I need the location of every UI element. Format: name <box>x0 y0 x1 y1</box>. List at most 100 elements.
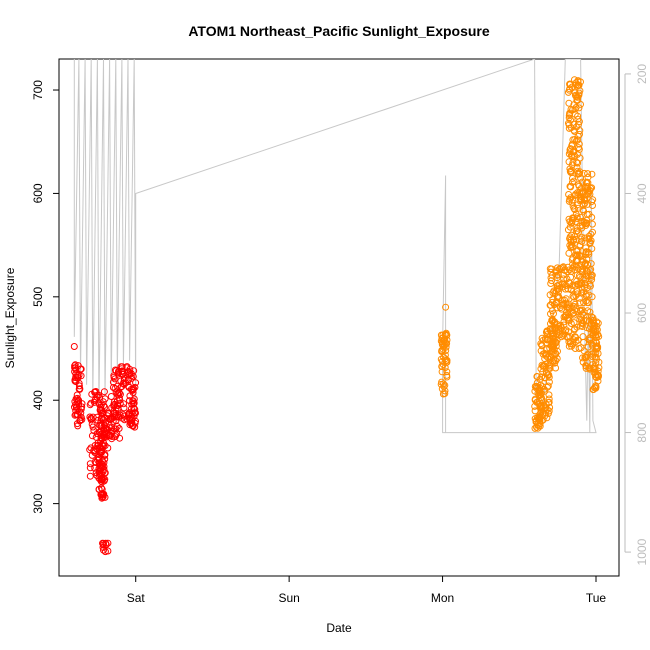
data-point <box>443 368 451 376</box>
data-point <box>132 379 140 387</box>
data-point <box>71 364 79 372</box>
data-point <box>569 158 577 166</box>
series-2 <box>437 76 603 432</box>
data-point <box>539 383 547 391</box>
y2-tick-label: 600 <box>635 303 649 323</box>
data-point <box>101 493 109 501</box>
data-point <box>587 260 595 268</box>
data-point <box>574 112 582 120</box>
data-point <box>531 383 539 390</box>
data-point <box>72 407 80 415</box>
data-point <box>558 333 565 341</box>
data-point <box>570 303 578 310</box>
data-point <box>592 371 600 379</box>
data-point <box>576 130 583 138</box>
data-point <box>548 277 556 285</box>
data-point <box>565 304 573 312</box>
data-point <box>127 370 135 378</box>
data-point <box>585 232 593 240</box>
data-point <box>588 245 596 253</box>
data-point <box>96 406 104 414</box>
data-point <box>100 490 108 498</box>
data-point <box>100 541 107 549</box>
data-point <box>97 449 105 457</box>
data-point <box>569 292 577 300</box>
data-point <box>567 285 575 293</box>
data-point <box>578 320 586 328</box>
data-point <box>538 373 546 381</box>
data-point <box>131 423 139 431</box>
data-point <box>542 409 550 417</box>
data-point <box>98 441 106 449</box>
data-point <box>547 268 555 276</box>
data-point <box>584 190 592 198</box>
data-point <box>571 333 579 341</box>
data-point <box>585 299 592 307</box>
data-point <box>437 380 445 388</box>
data-point <box>577 196 585 204</box>
data-point <box>104 539 112 547</box>
y-tick-label: 400 <box>31 390 45 410</box>
data-point <box>581 284 588 291</box>
data-point <box>438 368 446 376</box>
data-point <box>92 395 100 403</box>
data-point <box>566 85 574 93</box>
data-point <box>582 362 590 370</box>
data-point <box>586 280 594 288</box>
data-point <box>78 400 86 408</box>
data-point <box>590 339 597 347</box>
data-point <box>570 311 578 319</box>
data-point <box>545 399 552 406</box>
data-point <box>573 252 581 260</box>
data-point <box>566 218 574 226</box>
data-point <box>126 397 133 405</box>
data-point <box>578 306 586 314</box>
data-point <box>580 347 588 355</box>
data-point <box>574 132 582 140</box>
data-point <box>76 417 84 425</box>
data-point <box>583 358 591 366</box>
data-point <box>582 251 590 258</box>
data-point <box>443 371 451 379</box>
y-tick-label: 700 <box>31 80 45 100</box>
data-point <box>86 446 94 454</box>
data-point <box>545 395 553 403</box>
data-point <box>87 416 95 424</box>
data-point <box>539 350 547 358</box>
data-point <box>581 281 589 289</box>
data-point <box>570 293 578 301</box>
data-point <box>114 413 122 421</box>
data-point <box>113 382 121 390</box>
data-point <box>543 414 551 422</box>
data-point <box>552 342 560 350</box>
data-point <box>566 165 574 173</box>
data-point <box>96 428 104 436</box>
data-point <box>116 396 124 404</box>
data-point <box>565 266 573 274</box>
data-point <box>96 421 104 429</box>
data-point <box>129 386 137 393</box>
data-point <box>545 373 553 381</box>
x-axis-label: Date <box>326 621 352 635</box>
data-point <box>73 391 81 399</box>
data-point <box>595 333 603 340</box>
data-point <box>578 252 586 260</box>
y-tick-label: 500 <box>31 286 45 306</box>
data-point <box>441 338 449 346</box>
data-point <box>97 445 105 453</box>
data-point <box>555 325 563 333</box>
y2-tick-label: 1000 <box>635 538 649 565</box>
data-point <box>125 410 133 418</box>
data-point <box>87 399 95 407</box>
data-point <box>120 380 128 388</box>
data-point <box>441 351 449 359</box>
data-point <box>104 444 112 452</box>
data-point <box>107 393 115 400</box>
data-point <box>569 202 577 210</box>
data-point <box>537 389 545 397</box>
data-point <box>582 292 590 300</box>
data-point <box>568 178 576 186</box>
depth-line-layer <box>73 59 597 434</box>
data-point <box>578 233 586 241</box>
depth-line <box>73 59 597 434</box>
